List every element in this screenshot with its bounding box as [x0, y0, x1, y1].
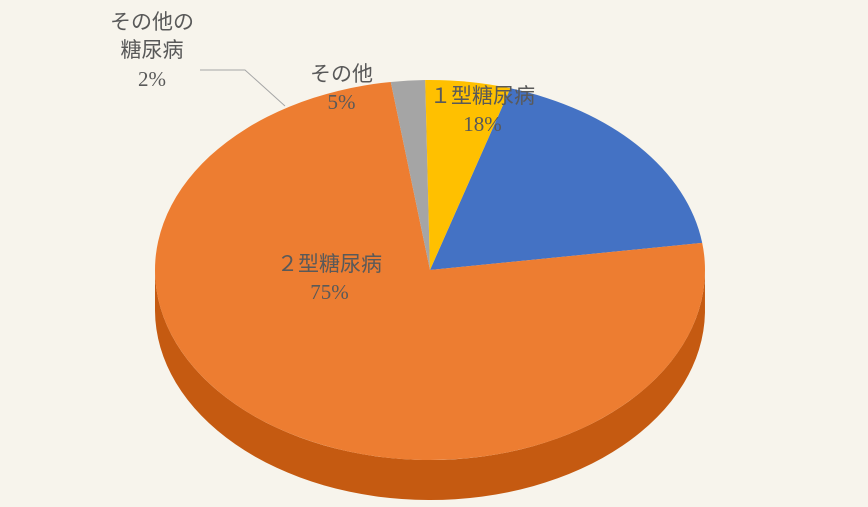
label-type2-pct: 75% [277, 278, 382, 306]
label-other-diabetes-line2: 糖尿病 [110, 36, 194, 64]
label-other-pct: 5% [310, 88, 373, 116]
label-other-name: その他 [310, 60, 373, 88]
label-type1-pct: 18% [430, 110, 535, 138]
label-other-diabetes-pct: 2% [110, 65, 194, 93]
chart-stage: １型糖尿病 18% ２型糖尿病 75% その他の 糖尿病 2% その他 5% [0, 0, 868, 507]
label-type2: ２型糖尿病 75% [277, 250, 382, 307]
label-other-diabetes-line1: その他の [110, 8, 194, 36]
label-other-diabetes: その他の 糖尿病 2% [110, 8, 194, 93]
label-type2-name: ２型糖尿病 [277, 250, 382, 278]
label-type1-name: １型糖尿病 [430, 82, 535, 110]
label-type1: １型糖尿病 18% [430, 82, 535, 139]
label-other: その他 5% [310, 60, 373, 117]
